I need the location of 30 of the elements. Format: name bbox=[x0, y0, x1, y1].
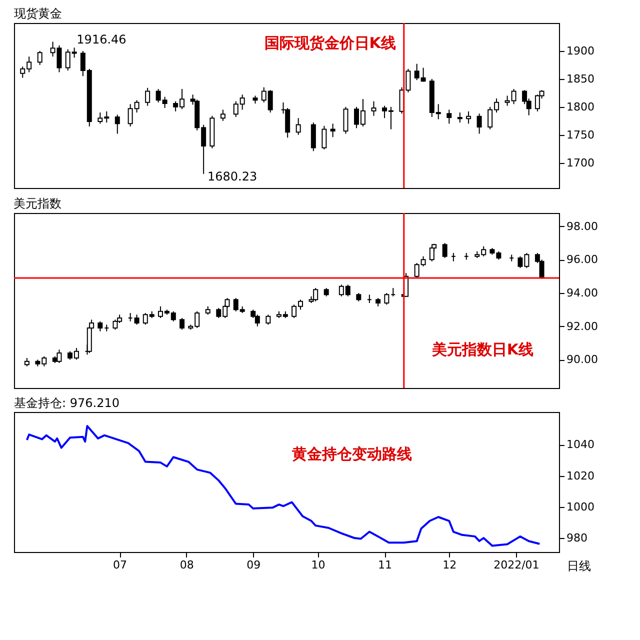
x-tick-label: 07 bbox=[113, 558, 128, 572]
y-tick-label: 92.00 bbox=[566, 320, 598, 333]
x-tick-label: 10 bbox=[311, 558, 326, 572]
y-tick-label: 1040 bbox=[566, 438, 594, 452]
y-tick-label: 980 bbox=[566, 532, 588, 544]
y-tick-label: 1900 bbox=[566, 44, 594, 58]
y-tick-label: 90.00 bbox=[566, 353, 598, 366]
chart-title: 现货黄金 bbox=[14, 6, 62, 20]
annotation: 美元指数日K线 bbox=[430, 340, 534, 358]
annotation: 1916.46 bbox=[76, 32, 126, 46]
x-tick-label: 12 bbox=[442, 558, 457, 572]
annotation: 国际现货金价日K线 bbox=[264, 34, 396, 52]
y-tick-label: 94.00 bbox=[566, 286, 598, 300]
x-tick-label: 09 bbox=[246, 558, 261, 572]
y-tick-label: 1000 bbox=[566, 500, 594, 514]
y-tick-label: 1020 bbox=[566, 469, 594, 482]
annotation: 黄金持仓变动路线 bbox=[290, 445, 412, 463]
annotation: 1680.23 bbox=[207, 169, 258, 184]
y-tick-label: 1800 bbox=[566, 100, 594, 114]
y-tick-label: 98.00 bbox=[566, 220, 598, 233]
x-tick-label: 2022/01 bbox=[494, 558, 540, 572]
y-tick-label: 1750 bbox=[566, 128, 594, 142]
text: 日线 bbox=[567, 559, 592, 573]
y-tick-label: 1850 bbox=[566, 72, 594, 86]
chart-title: 基金持仓: 976.210 bbox=[14, 396, 120, 410]
y-tick-label: 1700 bbox=[566, 156, 594, 170]
chart-title: 美元指数 bbox=[13, 196, 62, 210]
x-tick-label: 11 bbox=[378, 558, 392, 572]
y-tick-label: 96.00 bbox=[566, 253, 598, 266]
x-tick-label: 08 bbox=[180, 558, 194, 572]
